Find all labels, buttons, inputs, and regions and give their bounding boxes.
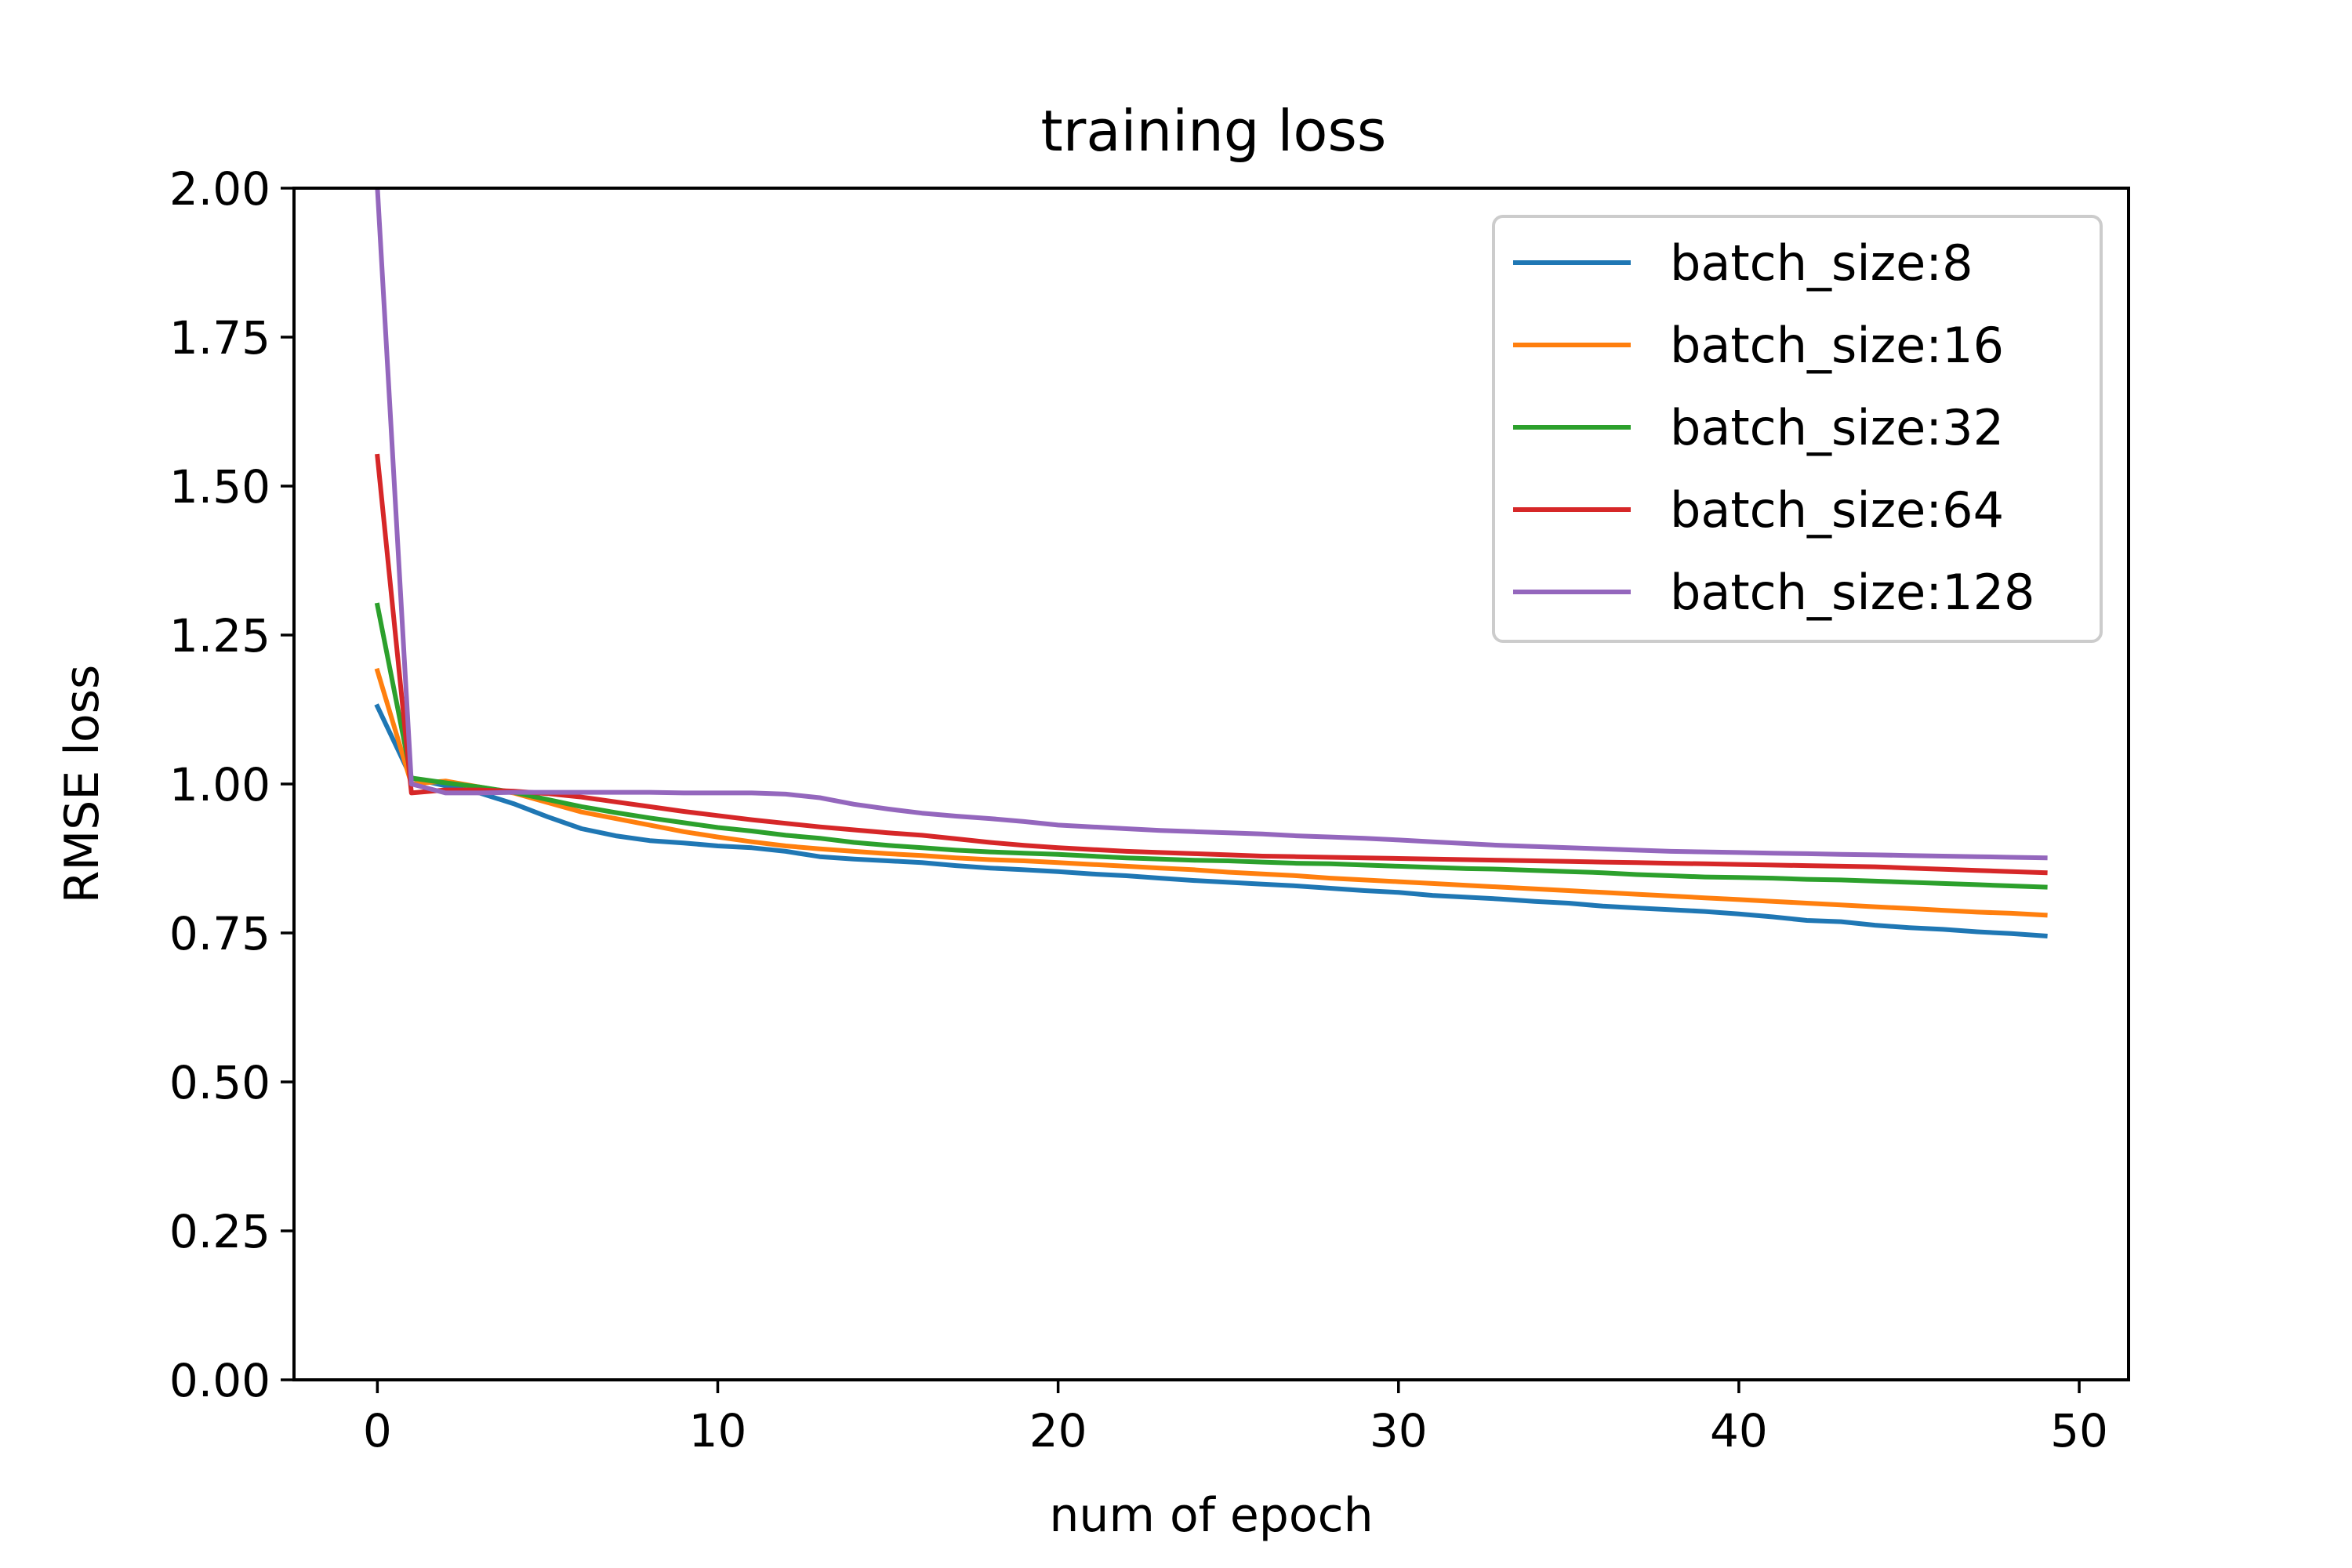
series-line-4: [375, 188, 2048, 861]
y-axis-label: RMSE loss: [55, 665, 110, 903]
x-tick-label: 10: [689, 1404, 747, 1457]
y-tick-label: 1.50: [169, 460, 270, 514]
legend-label: batch_size:128: [1670, 564, 2034, 621]
legend-items: batch_size:8 batch_size:16 batch_size:32ba…: [1513, 234, 2034, 621]
chart-title: training loss: [1041, 98, 1387, 164]
y-tick-label: 0.75: [169, 907, 270, 960]
y-tick-label: 0.00: [169, 1354, 270, 1407]
x-axis-ticks: 0 10 20 30 40 50: [363, 1380, 2108, 1457]
legend-label: batch_size:8: [1670, 234, 1973, 292]
x-tick-label: 30: [1370, 1404, 1428, 1457]
x-tick-label: 0: [363, 1404, 392, 1457]
x-tick-label: 40: [1710, 1404, 1768, 1457]
y-tick-label: 1.25: [169, 609, 270, 662]
legend-label: batch_size:32: [1670, 399, 2004, 456]
y-axis-ticks: 0.00 0.25 0.50 0.75 1.00 1.25 1.50 1.75 2.00: [169, 162, 294, 1407]
legend-label: batch_size:16: [1670, 317, 2004, 374]
y-tick-label: 1.00: [169, 758, 270, 811]
y-tick-label: 0.50: [169, 1056, 270, 1109]
x-tick-label: 50: [2050, 1404, 2108, 1457]
y-tick-label: 1.75: [169, 311, 270, 365]
y-tick-label: 0.25: [169, 1205, 270, 1258]
x-axis-label: num of epoch: [1049, 1488, 1373, 1543]
legend: batch_size:8 batch_size:16 batch_size:32ba…: [1492, 215, 2103, 643]
series-line-2: [374, 602, 2048, 890]
x-tick-label: 20: [1029, 1404, 1087, 1457]
series-line-1: [374, 667, 2048, 918]
series-line-3: [375, 453, 2048, 876]
series-line-0: [374, 703, 2048, 938]
y-tick-label: 2.00: [169, 162, 270, 216]
series-lines: [374, 188, 2048, 938]
legend-label: batch_size:64: [1670, 481, 2004, 539]
legend-box: [1492, 215, 2103, 643]
